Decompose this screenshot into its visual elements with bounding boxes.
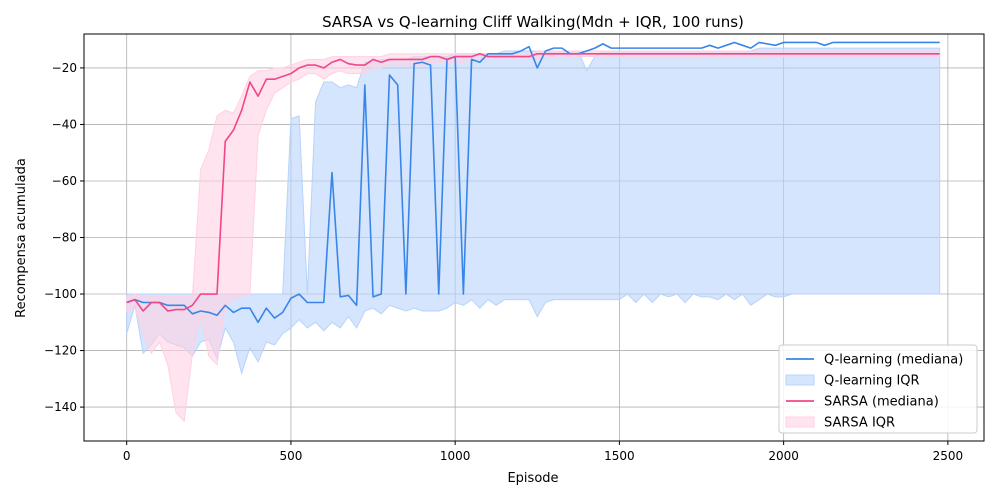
- plot-area: 0 500 1000 1500 2000 2500 −140 −120 −100 −80 −60 −4…: [44, 33, 985, 463]
- y-tick-label: −120: [44, 344, 77, 358]
- legend-band-marker: [785, 416, 815, 428]
- legend-entry-label: Q-learning IQR: [824, 374, 920, 389]
- y-axis-label: Recompensa acumulada: [14, 158, 29, 318]
- x-tick-label: 2000: [768, 449, 799, 463]
- y-tick-label: −100: [44, 287, 77, 301]
- y-tick-label: −80: [52, 231, 77, 245]
- y-tick-label: −60: [52, 174, 77, 188]
- y-tick-label: −140: [44, 400, 77, 414]
- median-line-1: [126, 52, 940, 312]
- legend-entry-label: SARSA (mediana): [824, 395, 939, 410]
- legend-entry-label: SARSA IQR: [824, 416, 895, 431]
- x-tick-label: 500: [279, 449, 302, 463]
- iqr-band-1: [126, 50, 941, 423]
- x-axis-label: Episode: [507, 471, 558, 486]
- legend-band-marker: [785, 374, 815, 386]
- y-tick-label: −20: [52, 61, 77, 75]
- legend-box: [778, 344, 978, 434]
- chart-title: SARSA vs Q-learning Cliff Walking(Mdn + …: [322, 13, 744, 31]
- x-tick-label: 0: [123, 449, 131, 463]
- y-tick-label: −40: [52, 117, 77, 131]
- x-tick-label: 1000: [440, 449, 471, 463]
- median-line-0: [126, 41, 940, 324]
- legend: Q-learning (mediana) Q-learning IQR SARSA …: [778, 344, 978, 434]
- x-tick-label: 2500: [933, 449, 964, 463]
- legend-entry-label: Q-learning (mediana): [824, 353, 963, 368]
- x-tick-label: 1500: [604, 449, 635, 463]
